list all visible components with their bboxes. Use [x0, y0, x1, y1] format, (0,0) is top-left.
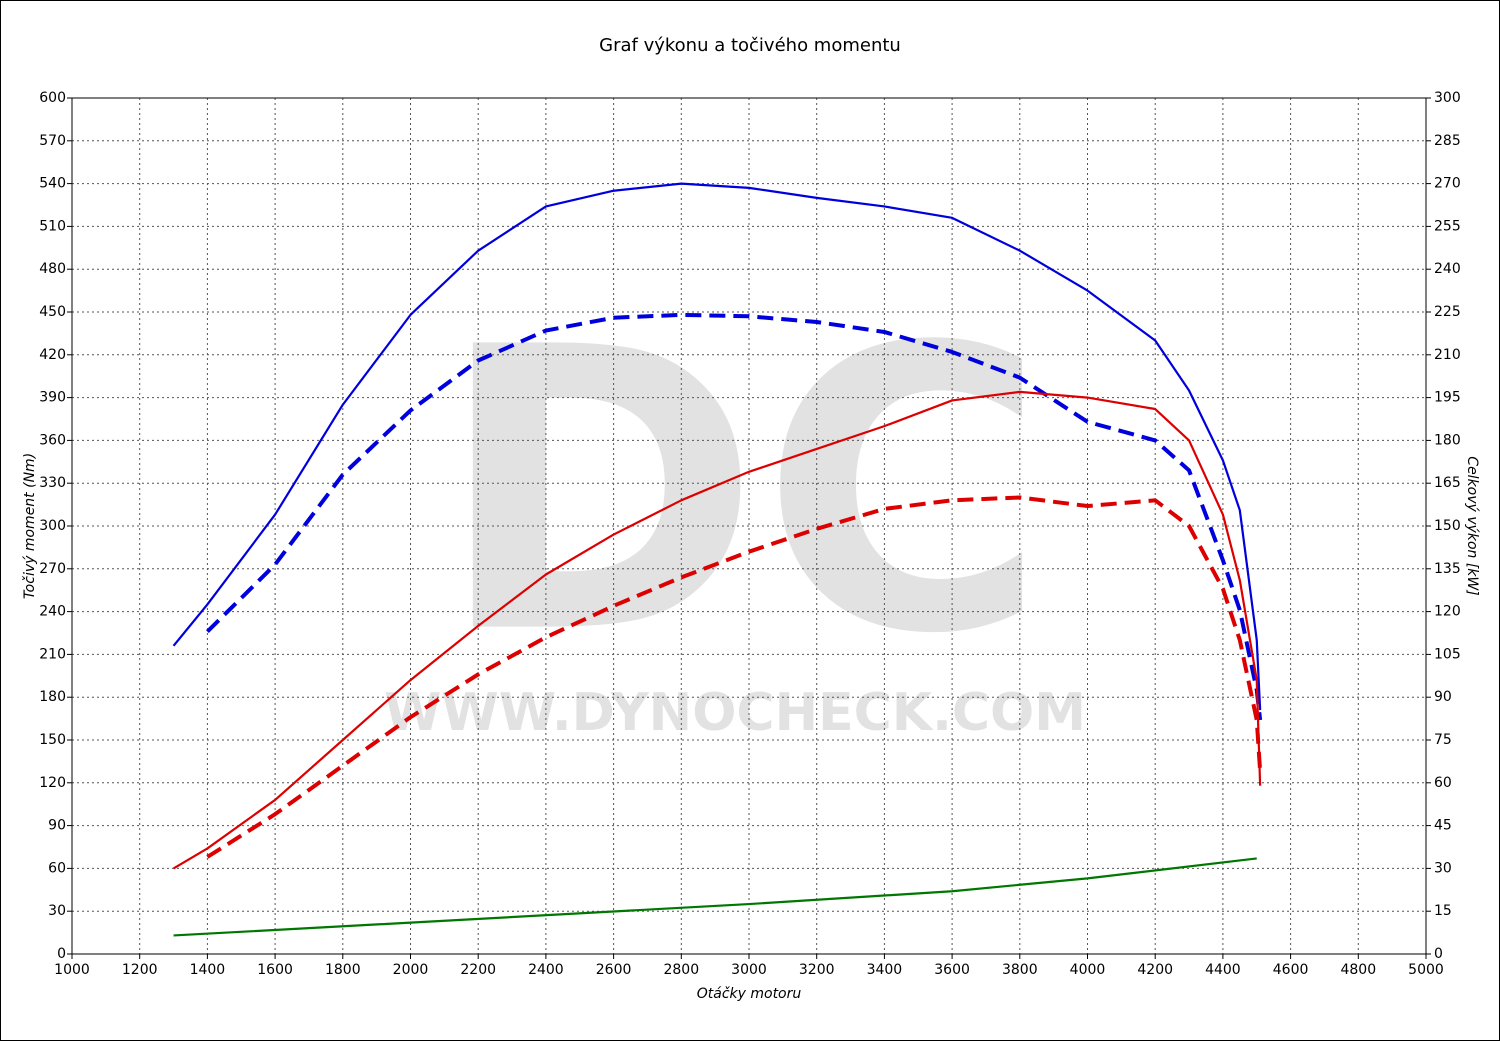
x-tick-label: 1200 — [122, 962, 158, 978]
watermark-logo: DC — [437, 265, 1047, 719]
y2-tick-label: 150 — [1434, 518, 1461, 534]
x-tick-label: 3400 — [867, 962, 903, 978]
series-line — [172, 182, 1262, 711]
x-tick-label: 4000 — [1070, 962, 1106, 978]
y-tick-label: 600 — [39, 90, 66, 106]
x-tick-label: 3000 — [731, 962, 767, 978]
y2-tick-label: 210 — [1434, 347, 1461, 363]
y-tick-label: 390 — [39, 390, 66, 406]
x-tick-label: 2600 — [596, 962, 632, 978]
y-tick-label: 240 — [39, 604, 66, 620]
y-tick-label: 120 — [39, 775, 66, 791]
y2-tick-label: 90 — [1434, 689, 1452, 705]
watermark-url: WWW.DYNOCHECK.COM — [384, 683, 1086, 743]
x-tick-label: 2000 — [393, 962, 429, 978]
series-line — [172, 390, 1262, 870]
y2-tick-label: 285 — [1434, 133, 1461, 149]
y-tick-label: 180 — [39, 689, 66, 705]
y-tick-label: 540 — [39, 176, 66, 192]
y-tick-label: 300 — [39, 518, 66, 534]
y2-tick-label: 45 — [1434, 818, 1452, 834]
x-tick-label: 4200 — [1137, 962, 1173, 978]
y-tick-label: 210 — [39, 646, 66, 662]
x-tick-label: 2800 — [663, 962, 699, 978]
watermark: DC WWW.DYNOCHECK.COM — [384, 265, 1086, 743]
x-tick-label: 4400 — [1205, 962, 1241, 978]
y2-tick-label: 75 — [1434, 732, 1452, 748]
series-line — [205, 312, 1263, 721]
y2-axis-title: Celkový výkon [kW] — [1464, 456, 1480, 595]
y-tick-label: 450 — [39, 304, 66, 320]
y2-tick-label: 0 — [1434, 946, 1443, 962]
series-line — [206, 495, 1263, 859]
x-tick-label: 1600 — [257, 962, 293, 978]
y-tick-label: 30 — [48, 903, 66, 919]
y2-tick-label: 105 — [1434, 646, 1461, 662]
y2-tick-label: 195 — [1434, 390, 1461, 406]
y-axis-title: Točivý moment (Nm) — [22, 453, 38, 599]
y2-tick-label: 270 — [1434, 176, 1461, 192]
x-tick-label: 1400 — [190, 962, 226, 978]
y-tick-label: 270 — [39, 561, 66, 577]
x-tick-label: 1800 — [325, 962, 361, 978]
y-tick-label: 420 — [39, 347, 66, 363]
y-tick-label: 510 — [39, 218, 66, 234]
x-tick-label: 5000 — [1408, 962, 1444, 978]
y-tick-label: 570 — [39, 133, 66, 149]
plot-frame — [71, 97, 1427, 955]
y-tick-label: 0 — [57, 946, 66, 962]
chart-title: Graf výkonu a točivého momentu — [599, 35, 901, 56]
x-tick-label: 3800 — [1002, 962, 1038, 978]
y2-tick-label: 60 — [1434, 775, 1452, 791]
y2-tick-label: 120 — [1434, 604, 1461, 620]
y2-tick-label: 255 — [1434, 218, 1461, 234]
x-axis-title: Otáčky motoru — [697, 986, 802, 1002]
x-tick-label: 4600 — [1273, 962, 1309, 978]
y-tick-label: 360 — [39, 432, 66, 448]
series-line — [173, 857, 1257, 937]
y2-tick-label: 240 — [1434, 261, 1461, 277]
y-tick-label: 60 — [48, 860, 66, 876]
x-tick-label: 2200 — [460, 962, 496, 978]
x-tick-label: 2400 — [528, 962, 564, 978]
y-tick-label: 480 — [39, 261, 66, 277]
y-tick-label: 330 — [39, 475, 66, 491]
y-tick-label: 150 — [39, 732, 66, 748]
y2-tick-label: 300 — [1434, 90, 1461, 106]
y-tick-label: 90 — [48, 818, 66, 834]
y2-tick-label: 225 — [1434, 304, 1461, 320]
y2-tick-label: 30 — [1434, 860, 1452, 876]
x-tick-label: 4800 — [1340, 962, 1376, 978]
y2-tick-label: 135 — [1434, 561, 1461, 577]
x-tick-label: 3600 — [934, 962, 970, 978]
x-tick-label: 3200 — [799, 962, 835, 978]
y2-tick-label: 165 — [1434, 475, 1461, 491]
y2-tick-label: 15 — [1434, 903, 1452, 919]
x-tick-label: 1000 — [54, 962, 90, 978]
y2-tick-label: 180 — [1434, 432, 1461, 448]
